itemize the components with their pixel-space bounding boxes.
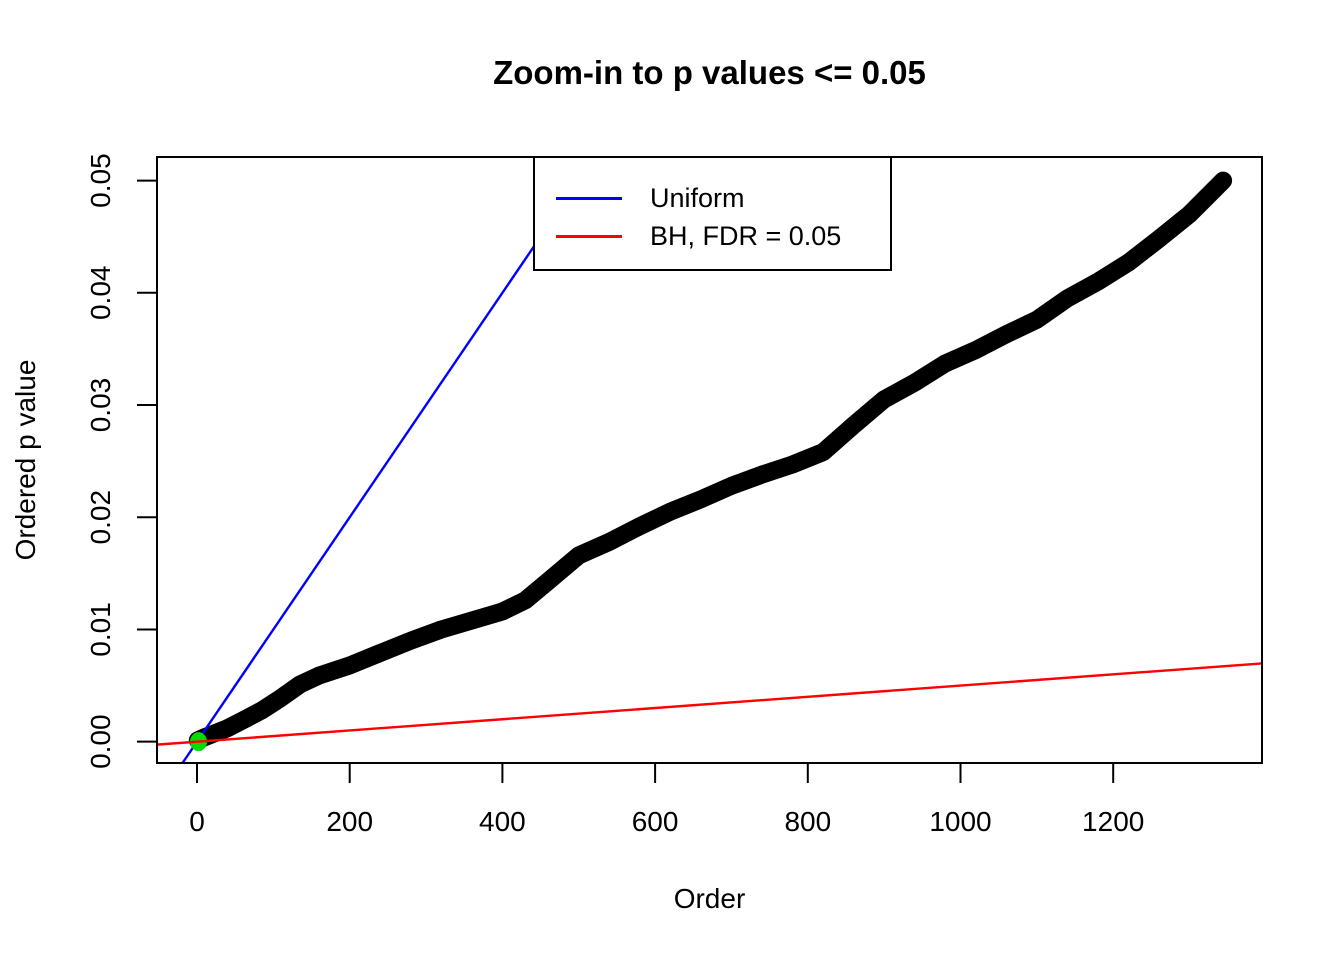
- bh-line: [156, 662, 1263, 746]
- x-tick-label: 600: [632, 806, 679, 837]
- ordered-p-curve: [188, 171, 1233, 750]
- legend-label-bh: BH, FDR = 0.05: [650, 221, 842, 251]
- y-tick-label: 0.04: [85, 266, 116, 321]
- x-tick-label: 1200: [1082, 806, 1144, 837]
- x-tick-label: 200: [326, 806, 373, 837]
- uniform-line-sample: [556, 197, 622, 200]
- uniform-line: [181, 156, 596, 764]
- x-tick-label: 0: [189, 806, 205, 837]
- x-tick-label: 400: [479, 806, 526, 837]
- x-tick-label: 800: [784, 806, 831, 837]
- x-axis-title: Order: [673, 883, 746, 914]
- y-axis-title: Ordered p value: [10, 359, 41, 561]
- chart-title: Zoom-in to p values <= 0.05: [493, 54, 926, 91]
- bh-line-sample: [556, 235, 622, 238]
- y-tick-label: 0.03: [85, 378, 116, 433]
- x-tick-label: 1000: [929, 806, 991, 837]
- y-tick-label: 0.01: [85, 602, 116, 657]
- y-tick-label: 0.00: [85, 714, 116, 769]
- y-tick-label: 0.05: [85, 153, 116, 208]
- y-tick-label: 0.02: [85, 490, 116, 545]
- legend-label-uniform: Uniform: [650, 183, 745, 213]
- legend: Uniform BH, FDR = 0.05: [533, 156, 892, 271]
